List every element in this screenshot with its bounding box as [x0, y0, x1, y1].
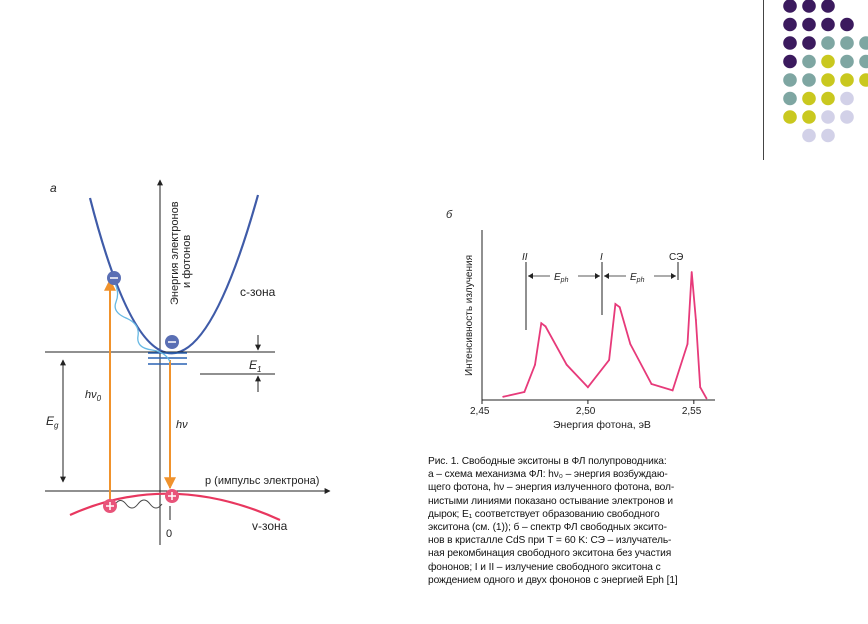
decorative-dot — [783, 91, 797, 106]
excitation-photon-label: hν0 — [85, 389, 102, 403]
spectrum-y-axis-label: Интенсивность излучения — [464, 255, 475, 376]
spectrum-data-point — [690, 271, 693, 273]
e1-label: E1 — [249, 358, 261, 374]
decorative-dot — [840, 54, 854, 69]
decorative-dot — [783, 0, 797, 13]
spectrum-data-point — [587, 386, 589, 389]
peak-label-i: I — [600, 252, 603, 263]
spectrum-data-point — [534, 363, 536, 366]
spectrum-series-line — [503, 271, 708, 399]
decorative-dot — [802, 73, 816, 87]
decorative-dot — [859, 36, 868, 50]
panel-label-b: б — [446, 209, 453, 221]
decorative-dot-grid — [783, 0, 868, 143]
spectrum-x-axis-label: Энергия фотона, эВ — [553, 419, 651, 431]
decorative-dot — [840, 91, 854, 106]
decorative-dot — [821, 0, 835, 13]
eph-label-1-bg — [550, 269, 578, 283]
caption-line: а – схема механизма ФЛ: hν₀ – энергия во… — [428, 469, 668, 481]
x-tick-label: 2,55 — [682, 406, 702, 417]
spectrum-data-point — [629, 343, 632, 345]
x-tick-label: 2,50 — [576, 406, 596, 417]
energy-axis-label-line2: и фотонов — [181, 235, 193, 288]
decorative-dot — [802, 128, 816, 143]
decorative-dot — [840, 110, 854, 124]
decorative-dot — [859, 73, 868, 87]
decorative-dot — [802, 91, 816, 106]
decorative-dot — [783, 36, 797, 50]
spectrum-data-point — [614, 303, 617, 305]
caption-line: экситона (см. (1)); б – спектр ФЛ свобод… — [428, 522, 667, 534]
spectrum-data-point — [671, 389, 674, 392]
energy-axis-label-line1: Энергия электронов — [169, 201, 181, 305]
spectrum-data-point — [608, 359, 610, 361]
peak-label-se: СЭ — [669, 252, 683, 263]
valence-band-label: v-зона — [252, 519, 288, 533]
decorative-dot — [859, 54, 868, 69]
eph-label-2: Eph — [630, 272, 645, 284]
spectrum-data-point — [650, 383, 653, 385]
decorative-dot — [840, 17, 854, 32]
decorative-divider — [763, 0, 764, 160]
spectrum-data-point — [502, 395, 505, 398]
caption-line: рождением одного и двух фононов с энерги… — [428, 574, 678, 586]
spectrum-data-point — [699, 386, 702, 389]
decorative-dot — [783, 54, 797, 69]
caption-line: Рис. 1. Свободные экситоны в ФЛ полупров… — [428, 456, 667, 467]
hole-relaxed-plus-icon — [168, 492, 176, 500]
decorative-dot — [783, 110, 797, 124]
spectrum-data-point — [523, 391, 526, 393]
decorative-dot — [821, 54, 835, 69]
momentum-axis-label: р (импульс электрона) — [205, 475, 319, 487]
decorative-dot — [802, 36, 816, 50]
spectrum-data-point — [686, 343, 689, 345]
spectrum-data-point — [705, 397, 708, 400]
figure-caption: Рис. 1. Свободные экситоны в ФЛ полупров… — [428, 455, 798, 587]
eph-label-1: Eph — [554, 272, 569, 284]
band-diagram: а Энергия электронов и фотонов с-зона р … — [45, 179, 331, 545]
hole-cooling-wavy-line — [113, 499, 163, 509]
caption-line: щего фотона, hν – энергия излученного фо… — [428, 482, 675, 494]
conduction-band-label: с-зона — [240, 285, 276, 299]
spectrum-data-point — [618, 306, 621, 309]
decorative-dot — [821, 36, 835, 50]
spectrum-data-point — [544, 325, 547, 328]
peak-label-ii: II — [522, 252, 528, 263]
panel-label-a: а — [50, 181, 57, 195]
caption-line: фононов; I и II – излучение свободного э… — [428, 561, 661, 573]
hole-excited-plus-icon — [106, 502, 114, 510]
decorative-dot — [821, 128, 835, 143]
decorative-dot — [840, 36, 854, 50]
decorative-dot — [802, 54, 816, 69]
spectrum-data-point — [565, 363, 568, 366]
decorative-dot — [821, 110, 835, 124]
bandgap-label: Eg — [46, 414, 59, 430]
decorative-dot — [783, 17, 797, 32]
decorative-dot — [821, 91, 835, 106]
caption-line: нистыми линиями показано остывание элект… — [428, 495, 673, 507]
decorative-dot — [821, 17, 835, 32]
eph-label-2-bg — [626, 269, 654, 283]
origin-label: 0 — [166, 528, 172, 540]
caption-line: ная рекомбинация свободного экситона без… — [428, 548, 672, 560]
decorative-dot — [783, 73, 797, 87]
pl-spectrum-chart: б Интенсивность излучения 2,45 2,50 2,55 Э… — [446, 209, 715, 431]
decorative-dot — [802, 0, 816, 13]
electron-cooling-wavy-line — [113, 281, 171, 363]
spectrum-data-point — [540, 322, 543, 325]
decorative-dot — [840, 73, 854, 87]
decorative-dot — [802, 17, 816, 32]
emission-photon-label: hν — [176, 419, 188, 431]
spectrum-data-point — [695, 319, 697, 321]
caption-line: дырок; E₁ соответствует образованию своб… — [428, 508, 660, 520]
decorative-dot — [821, 73, 835, 87]
caption-line: нов в кристалле CdS при T = 60 K: СЭ – и… — [428, 535, 672, 547]
decorative-dot — [802, 110, 816, 124]
x-tick-label: 2,45 — [470, 406, 490, 417]
